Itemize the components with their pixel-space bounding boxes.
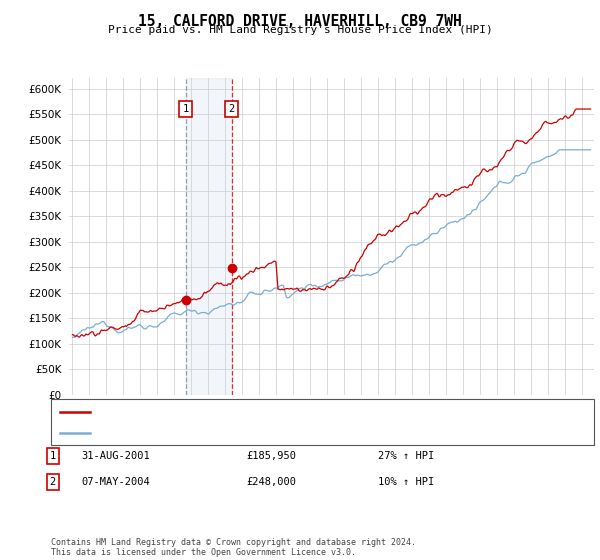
Text: 27% ↑ HPI: 27% ↑ HPI [378,451,434,461]
Text: 15, CALFORD DRIVE, HAVERHILL, CB9 7WH (detached house): 15, CALFORD DRIVE, HAVERHILL, CB9 7WH (d… [96,407,420,417]
Text: £248,000: £248,000 [246,477,296,487]
Text: 2: 2 [229,104,235,114]
Text: HPI: Average price, detached house, West Suffolk: HPI: Average price, detached house, West… [96,428,384,438]
Bar [186,78,232,395]
Text: 07-MAY-2004: 07-MAY-2004 [81,477,150,487]
Text: 1: 1 [182,104,189,114]
Text: 1: 1 [50,451,56,461]
Text: 15, CALFORD DRIVE, HAVERHILL, CB9 7WH: 15, CALFORD DRIVE, HAVERHILL, CB9 7WH [138,14,462,29]
Text: Contains HM Land Registry data © Crown copyright and database right 2024.
This d: Contains HM Land Registry data © Crown c… [51,538,416,557]
Text: 31-AUG-2001: 31-AUG-2001 [81,451,150,461]
Text: 2: 2 [50,477,56,487]
Text: 10% ↑ HPI: 10% ↑ HPI [378,477,434,487]
Text: Price paid vs. HM Land Registry's House Price Index (HPI): Price paid vs. HM Land Registry's House … [107,25,493,35]
Text: £185,950: £185,950 [246,451,296,461]
